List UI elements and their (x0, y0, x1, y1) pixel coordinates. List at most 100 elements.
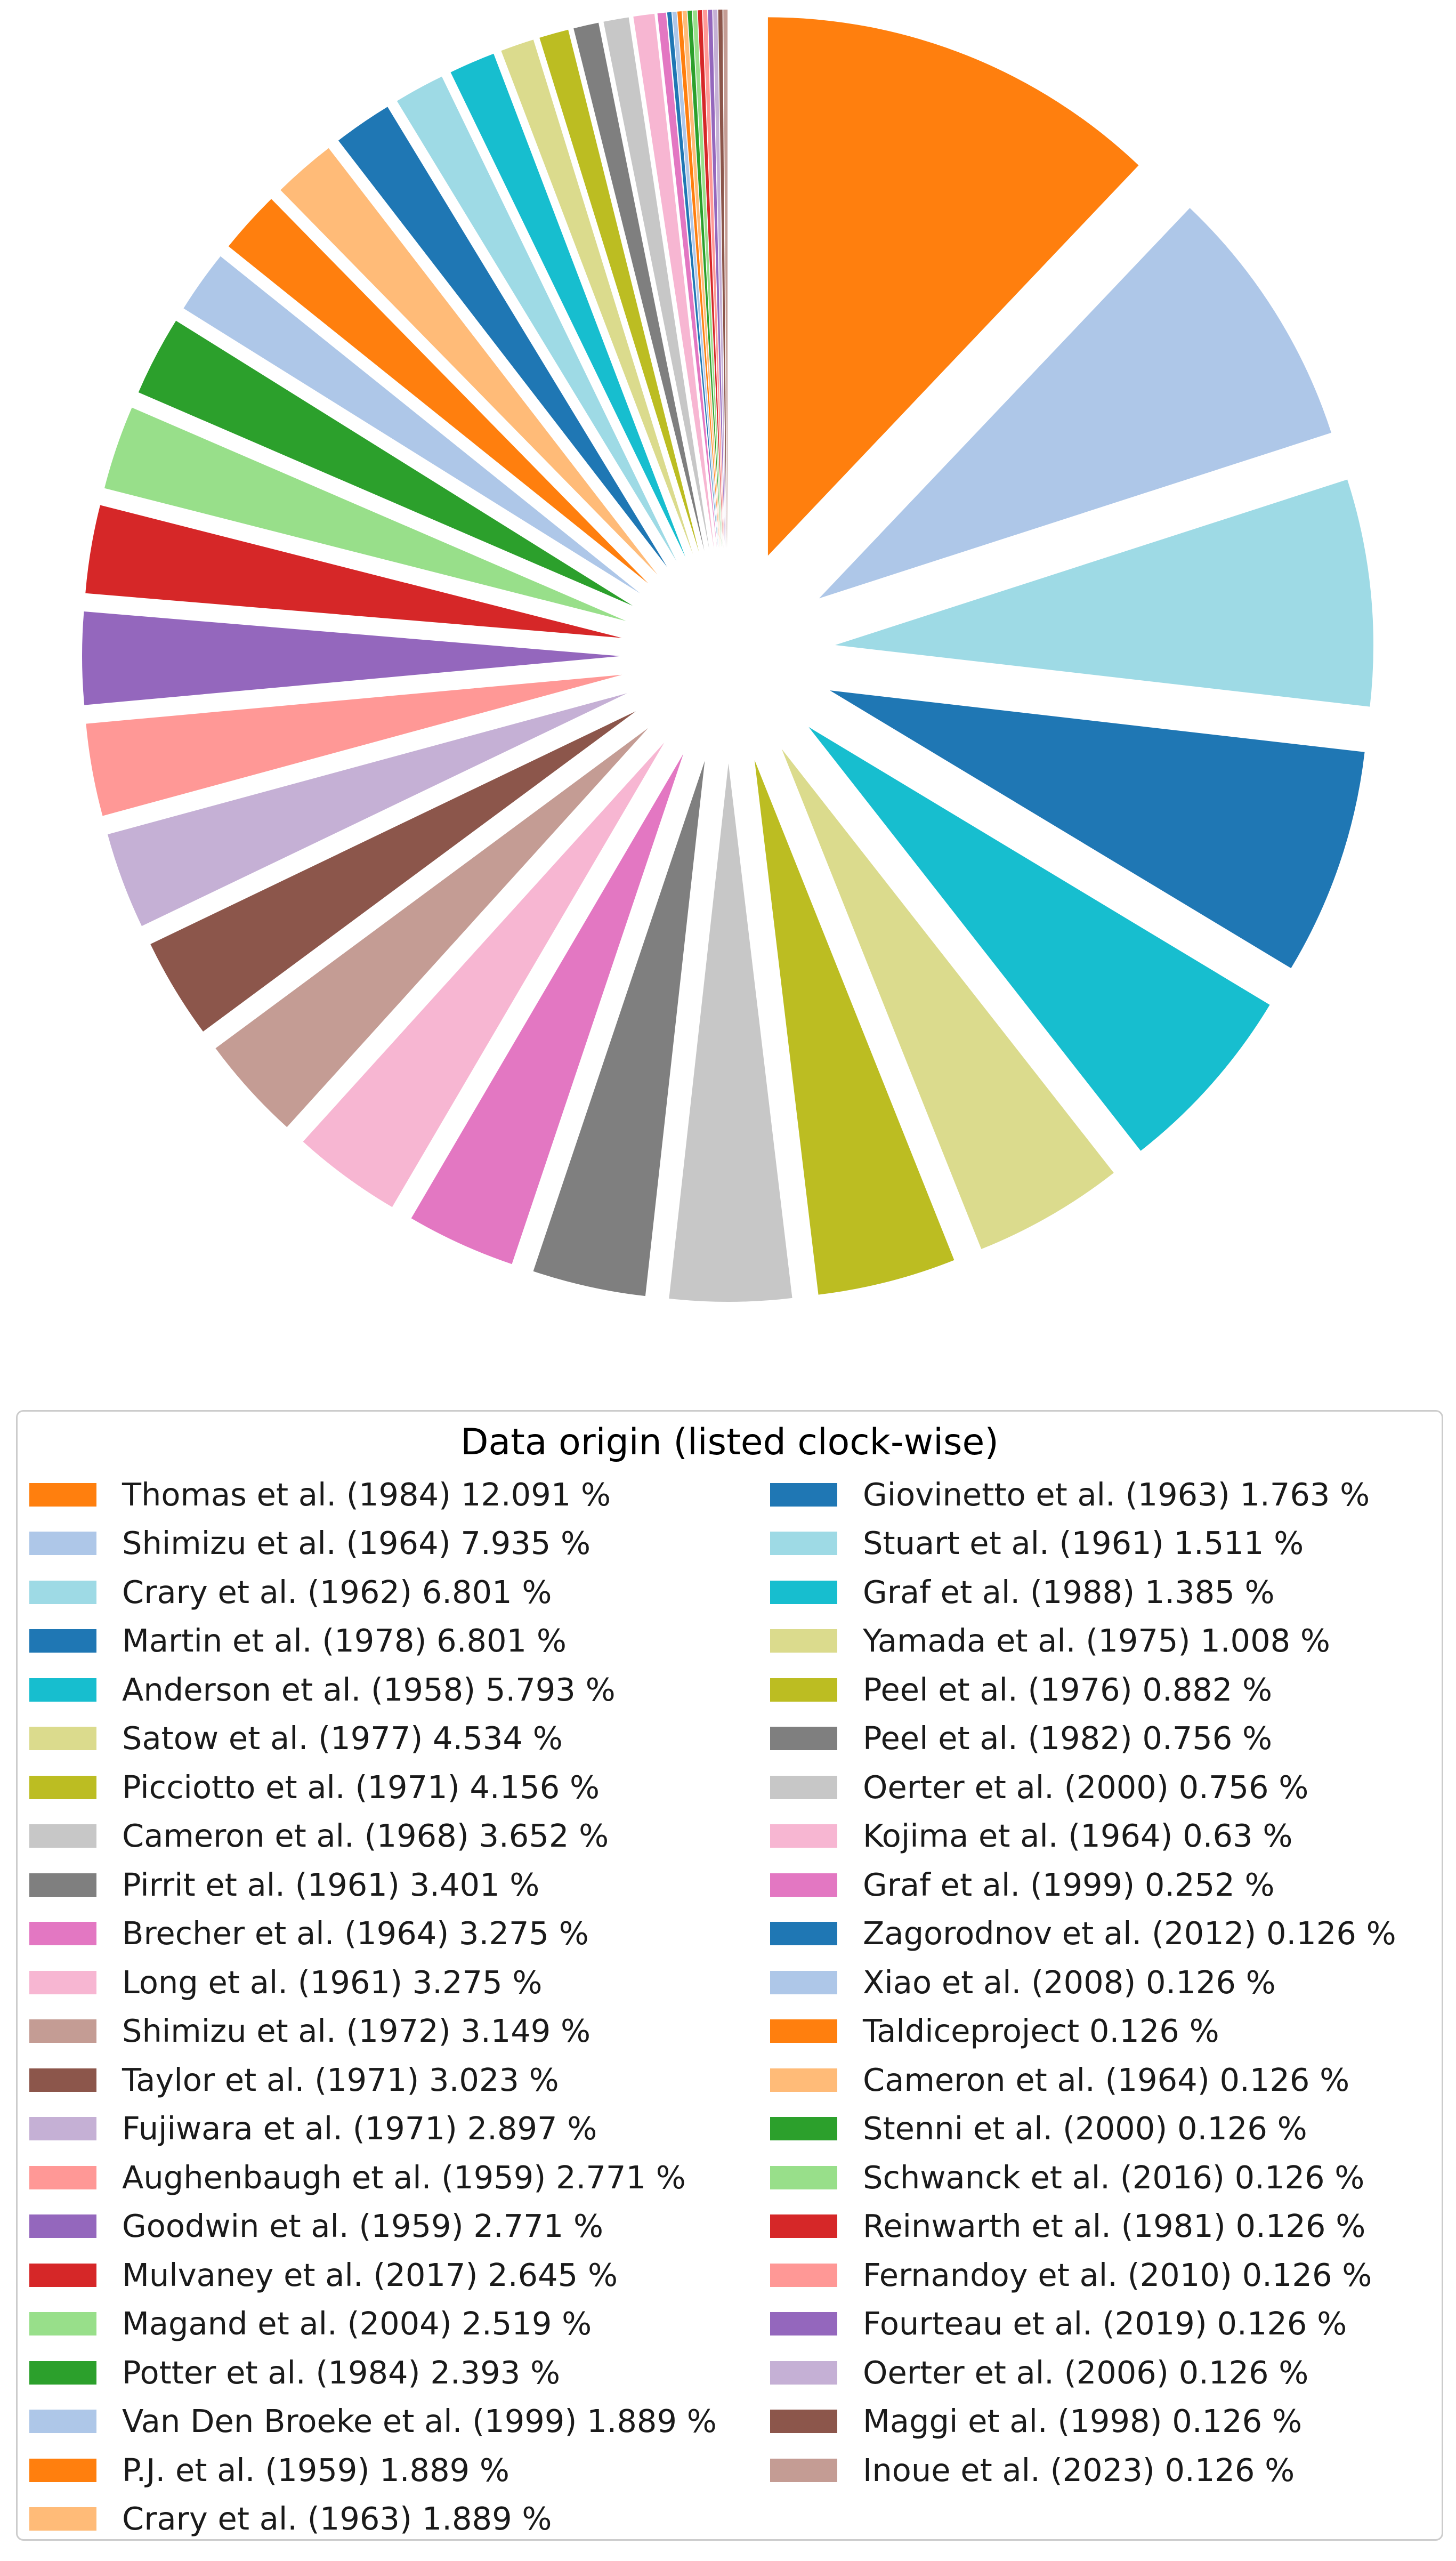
legend-label: Martin et al. (1978) 6.801 % (122, 1622, 567, 1660)
legend-label: Mulvaney et al. (2017) 2.645 % (122, 2256, 618, 2293)
pie-slice-32 (672, 11, 719, 549)
legend-swatch (770, 2361, 837, 2385)
legend-swatch (29, 1922, 96, 1946)
legend-entry: Peel et al. (1976) 0.882 % (770, 1665, 1396, 1714)
legend-swatch (770, 1970, 837, 1994)
legend-swatch (29, 2019, 96, 2043)
legend-label: Peel et al. (1982) 0.756 % (863, 1720, 1273, 1757)
legend-entry: Aughenbaugh et al. (1959) 2.771 % (29, 2153, 717, 2202)
pie-slice-25 (501, 39, 693, 554)
legend-label: Oerter et al. (2006) 0.126 % (863, 2354, 1309, 2391)
legend-label: Long et al. (1961) 3.275 % (122, 1963, 543, 2001)
legend-entry: Inoue et al. (2023) 0.126 % (770, 2446, 1396, 2495)
pie-slice-7 (669, 763, 792, 1302)
pie-slice-14 (86, 674, 622, 816)
legend-swatch (29, 2361, 96, 2385)
legend-label: Schwanck et al. (2016) 0.126 % (863, 2159, 1365, 2196)
legend-swatch (29, 2312, 96, 2336)
pie-slice-8 (533, 761, 705, 1296)
legend-entry: Van Den Broeke et al. (1999) 1.889 % (29, 2397, 717, 2446)
pie-slice-20 (228, 199, 649, 584)
legend-swatch (29, 2165, 96, 2189)
legend-entry: Satow et al. (1977) 4.534 % (29, 1714, 717, 1763)
legend-column-right: Giovinetto et al. (1963) 1.763 % Stuart e… (770, 1470, 1396, 2495)
legend-entry: Crary et al. (1962) 6.801 % (29, 1568, 717, 1617)
pie-slice-4 (808, 727, 1270, 1151)
legend-label: Peel et al. (1976) 0.882 % (863, 1671, 1273, 1708)
legend-column-left: Thomas et al. (1984) 12.091 % Shimizu et … (29, 1470, 717, 2543)
legend-swatch (29, 2410, 96, 2434)
pie-slice-3 (830, 690, 1365, 969)
legend-swatch (29, 1483, 96, 1507)
legend-entry: Shimizu et al. (1964) 7.935 % (29, 1519, 717, 1568)
legend-entry: Zagorodnov et al. (2012) 0.126 % (770, 1910, 1396, 1959)
pie-slice-0 (767, 17, 1139, 556)
pie-slice-21 (280, 148, 658, 575)
pie-slice-15 (82, 611, 621, 705)
legend-entry: Thomas et al. (1984) 12.091 % (29, 1470, 717, 1519)
legend-swatch (29, 1532, 96, 1556)
pie-slice-1 (819, 208, 1332, 599)
legend-swatch (770, 1775, 837, 1799)
legend-label: Cameron et al. (1964) 0.126 % (863, 2061, 1350, 2098)
legend-entry: Cameron et al. (1964) 0.126 % (770, 2056, 1396, 2105)
legend-entry: Fourteau et al. (2019) 0.126 % (770, 2300, 1396, 2349)
legend-swatch (770, 2019, 837, 2043)
legend-entry: Goodwin et al. (1959) 2.771 % (29, 2202, 717, 2251)
pie-slice-36 (692, 10, 723, 549)
legend-label: Goodwin et al. (1959) 2.771 % (122, 2208, 604, 2245)
pie-slice-34 (682, 11, 721, 549)
legend-swatch (770, 1629, 837, 1653)
pie-slice-2 (835, 479, 1374, 707)
legend-swatch (29, 1580, 96, 1604)
pie-slice-16 (85, 505, 622, 638)
legend-entry: Martin et al. (1978) 6.801 % (29, 1617, 717, 1666)
pie-slice-11 (215, 728, 649, 1128)
legend-entry: Reinwarth et al. (1981) 0.126 % (770, 2202, 1396, 2251)
legend-label: Potter et al. (1984) 2.393 % (122, 2354, 561, 2391)
pie-slice-42 (723, 10, 728, 549)
legend-swatch (29, 1727, 96, 1751)
pie-slice-26 (539, 29, 699, 552)
legend-swatch (29, 2068, 96, 2092)
legend-entry: Giovinetto et al. (1963) 1.763 % (770, 1470, 1396, 1519)
legend-label: Van Den Broeke et al. (1999) 1.889 % (122, 2403, 717, 2440)
legend-entry: Taldiceproject 0.126 % (770, 2007, 1396, 2056)
pie-slice-31 (667, 12, 718, 549)
legend-swatch (770, 2312, 837, 2336)
legend-swatch (770, 1483, 837, 1507)
legend-swatch (29, 2507, 96, 2531)
legend-label: Cameron et al. (1968) 3.652 % (122, 1817, 609, 1855)
legend-label: Aughenbaugh et al. (1959) 2.771 % (122, 2159, 686, 2196)
legend-entry: Mulvaney et al. (2017) 2.645 % (29, 2251, 717, 2300)
legend-swatch (770, 1824, 837, 1848)
pie-slice-24 (450, 53, 685, 557)
legend-entry: Brecher et al. (1964) 3.275 % (29, 1910, 717, 1959)
legend-entry: Maggi et al. (1998) 0.126 % (770, 2397, 1396, 2446)
pie-slice-13 (107, 693, 627, 927)
legend-label: Shimizu et al. (1964) 7.935 % (122, 1525, 591, 1562)
legend-label: Inoue et al. (2023) 0.126 % (863, 2451, 1295, 2488)
pie-slice-23 (397, 76, 677, 561)
pie-slice-6 (754, 760, 955, 1295)
pie-slice-19 (183, 256, 641, 594)
legend-swatch (770, 1727, 837, 1751)
pie-slice-39 (708, 10, 725, 549)
pie-slice-17 (104, 407, 626, 621)
legend-label: Xiao et al. (2008) 0.126 % (863, 1963, 1276, 2001)
legend-label: Reinwarth et al. (1981) 0.126 % (863, 2208, 1366, 2245)
legend-label: Graf et al. (1999) 0.252 % (863, 1866, 1275, 1903)
legend-entry: Stuart et al. (1961) 1.511 % (770, 1519, 1396, 1568)
legend-entry: Anderson et al. (1958) 5.793 % (29, 1665, 717, 1714)
pie-slice-41 (718, 10, 727, 549)
legend-title: Data origin (listed clock-wise) (460, 1421, 999, 1463)
legend-label: Oerter et al. (2000) 0.756 % (863, 1768, 1309, 1806)
legend-swatch (29, 1678, 96, 1702)
legend-entry: Schwanck et al. (2016) 0.126 % (770, 2153, 1396, 2202)
legend-label: Giovinetto et al. (1963) 1.763 % (863, 1476, 1370, 1513)
pie-slice-33 (677, 11, 720, 549)
legend-swatch (770, 1922, 837, 1946)
legend-entry: Potter et al. (1984) 2.393 % (29, 2348, 717, 2397)
pie-slice-40 (713, 10, 726, 549)
legend-entry: Stenni et al. (2000) 0.126 % (770, 2105, 1396, 2154)
